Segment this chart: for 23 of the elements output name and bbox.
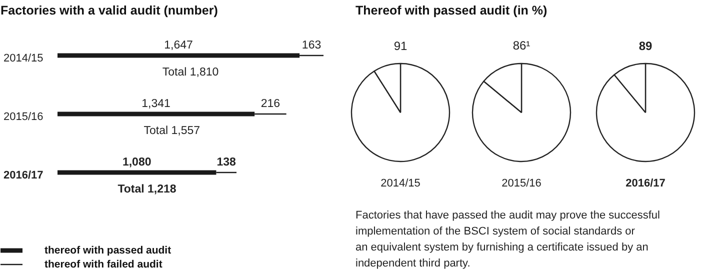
text: 2016/17 xyxy=(626,178,666,190)
chart-title: Factories with a valid audit (number) xyxy=(0,4,218,18)
data-label: 163 xyxy=(302,40,322,52)
y-tick-label: 2016/17 xyxy=(4,170,44,182)
total-label: Total 1,218 xyxy=(118,184,177,196)
total-label: Total 1,557 xyxy=(144,125,200,137)
data-label: 91 xyxy=(394,39,408,53)
data-label: 1,080 xyxy=(122,156,152,168)
data-label: 89 xyxy=(638,39,652,53)
y-tick-label: 2014/15 xyxy=(4,52,44,64)
text: 2015/16 xyxy=(502,178,542,190)
data-label: 138 xyxy=(216,156,237,168)
data-label: 216 xyxy=(260,98,280,110)
text: 2014/15 xyxy=(380,178,420,190)
text: Factories that have passed the audit may prove the successful implementation of the BSCI system of social standards or an equivalent system by furnishing a certificate issued by an independent third party. xyxy=(356,210,660,270)
total-label: Total 1,810 xyxy=(162,66,219,78)
chart-title: Thereof with passed audit (in %) xyxy=(356,4,548,18)
y-tick-label: 2015/16 xyxy=(4,111,44,123)
legend-label: thereof with passed audit xyxy=(44,244,172,256)
data-label: 1,647 xyxy=(164,40,193,52)
data-label: 86¹ xyxy=(512,38,530,52)
data-label: 1,341 xyxy=(142,98,170,110)
legend-label: thereof with failed audit xyxy=(44,258,163,270)
